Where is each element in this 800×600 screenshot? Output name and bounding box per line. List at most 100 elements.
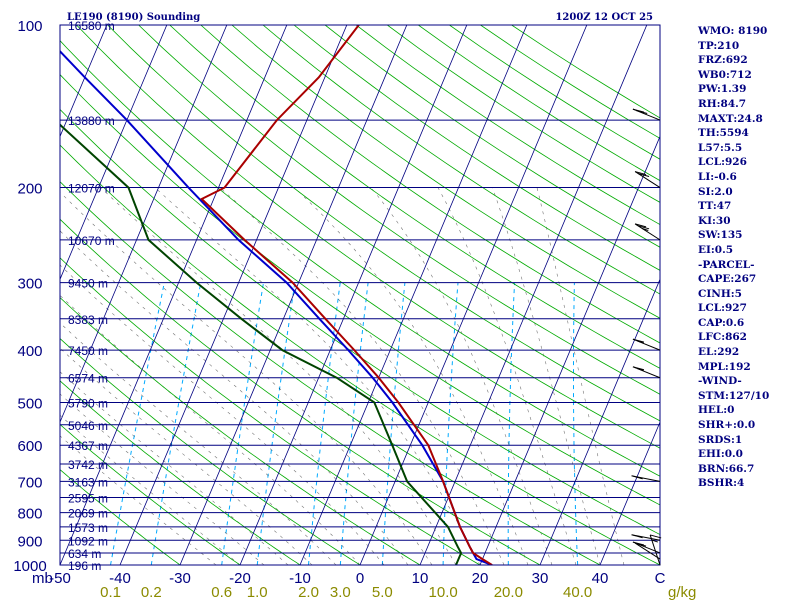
height-label: 3163 m <box>68 475 108 489</box>
wind-barb <box>632 541 661 554</box>
height-label: 2069 m <box>68 507 108 521</box>
stat-item: WMO: 8190 <box>698 25 768 37</box>
mixing-ratio-label: 2.0 <box>298 584 319 600</box>
plot-frame <box>59 24 661 566</box>
height-label: 1573 m <box>68 521 108 535</box>
pressure-axis-label: mb <box>32 570 53 587</box>
pressure-tick-label: 700 <box>17 474 42 491</box>
moist-adiabat-line <box>219 187 505 565</box>
temperature-tick-label: -30 <box>169 570 191 587</box>
stat-item: TP:210 <box>698 39 740 52</box>
wind-barb <box>649 534 661 566</box>
isotherm-line <box>359 25 588 565</box>
temperature-tick-label: -10 <box>289 570 311 587</box>
stat-item: CAP:0.6 <box>698 316 745 329</box>
pressure-tick-label: 400 <box>17 343 42 360</box>
dry-adiabat-line <box>60 380 301 565</box>
wind-barb-flag <box>636 109 648 114</box>
mixing-ratio-label: 1.0 <box>247 584 268 600</box>
stat-item: SRDS:1 <box>698 433 743 446</box>
pressure-tick-label: 800 <box>17 506 42 523</box>
wind-barb-flag <box>631 534 643 539</box>
isotherm-line <box>299 25 528 565</box>
wind-barb-flag <box>634 171 647 176</box>
height-label: 10670 m <box>68 234 115 248</box>
stat-item: FRZ:692 <box>698 54 748 67</box>
dry-adiabat-line <box>60 338 361 565</box>
stat-item: -WIND- <box>698 375 742 388</box>
mixing-ratio-line <box>339 282 369 565</box>
stat-item: LCL:926 <box>698 156 747 169</box>
pressure-tick-label: 300 <box>17 276 42 293</box>
stat-item: CINH:5 <box>698 287 742 300</box>
stat-item: SW:135 <box>698 229 743 242</box>
isotherm-line <box>419 25 648 565</box>
pressure-tick-label: 600 <box>17 438 42 455</box>
wind-barb-flag <box>632 541 645 546</box>
moist-adiabat-line <box>492 187 601 565</box>
temperature-tick-label: 20 <box>472 570 489 587</box>
wind-barb-flag <box>632 366 645 371</box>
mixing-ratio-line <box>221 282 264 565</box>
pressure-tick-label: 900 <box>17 533 42 550</box>
height-label: 12070 m <box>68 182 115 196</box>
height-label: 8383 m <box>68 313 108 327</box>
isotherm-line <box>599 421 660 565</box>
isotherm-line <box>60 25 228 424</box>
moist-adiabat-line <box>60 264 385 565</box>
mixing-ratio-label: 0.2 <box>141 584 162 600</box>
temperature-axis-label: C <box>655 570 666 587</box>
wind-barb <box>634 542 661 560</box>
stat-item: SHR+:0.0 <box>698 419 756 432</box>
mixing-ratio-unit: g/kg <box>668 584 696 600</box>
moist-adiabat-line <box>60 295 361 565</box>
temperature-tick-label: 30 <box>532 570 549 587</box>
stat-item: EL:292 <box>698 346 740 359</box>
wind-barb-flag <box>650 534 662 539</box>
wind-barb <box>632 366 661 379</box>
height-label: 7450 m <box>68 344 108 358</box>
wind-barb-flag <box>637 225 650 230</box>
wind-barb-half-flag <box>651 539 658 543</box>
pressure-tick-label: 500 <box>17 395 42 412</box>
wind-barb-half-flag <box>637 368 644 372</box>
height-label: 634 m <box>68 547 101 561</box>
sounding-indices: WMO: 8190 TP:210 FRZ:692 WB0:712 PW:1.39 RH:8… <box>698 24 798 491</box>
moist-adiabat-line <box>370 187 553 565</box>
height-label: 3742 m <box>68 458 108 472</box>
wind-barb-flag <box>637 172 650 177</box>
isotherm-line <box>60 25 168 281</box>
valid-time: 1200Z 12 OCT 25 <box>555 12 653 23</box>
height-label: 196 m <box>68 559 101 573</box>
stat-item: MPL:192 <box>698 360 751 373</box>
stat-item: LI:-0.6 <box>698 170 737 183</box>
isotherm-line <box>539 278 660 565</box>
temperature-tick-label: 0 <box>356 570 364 587</box>
moist-adiabat-line <box>60 322 337 565</box>
wind-barb-flag <box>632 338 645 343</box>
mixing-ratio-line <box>150 282 202 565</box>
isotherm-line <box>179 25 408 565</box>
mixing-ratio-label: 40.0 <box>563 584 592 600</box>
stat-item: CAPE:267 <box>698 273 757 286</box>
mixing-ratio-label: 3.0 <box>330 584 351 600</box>
stat-item: LFC:862 <box>698 331 747 344</box>
height-label: 13880 m <box>68 114 115 128</box>
mixing-ratio-line <box>110 282 165 565</box>
moist-adiabat-line <box>60 347 313 565</box>
mixing-ratio-label: 20.0 <box>494 584 523 600</box>
mixing-ratio-label: 0.1 <box>100 584 121 600</box>
height-label: 6574 m <box>68 372 108 386</box>
height-label: 4367 m <box>68 439 108 453</box>
temperature-tick-label: -40 <box>109 570 131 587</box>
temperature-tick-label: -20 <box>229 570 251 587</box>
moist-adiabat-line <box>536 187 625 565</box>
dewpoint-profile <box>60 123 463 565</box>
height-label: 16580 m <box>68 19 115 33</box>
wind-barb-flag <box>634 223 647 228</box>
pressure-tick-label: 100 <box>17 18 42 35</box>
height-label: 1092 m <box>68 534 108 548</box>
stat-item: SI:2.0 <box>698 185 733 198</box>
stat-item: WB0:712 <box>698 68 752 81</box>
